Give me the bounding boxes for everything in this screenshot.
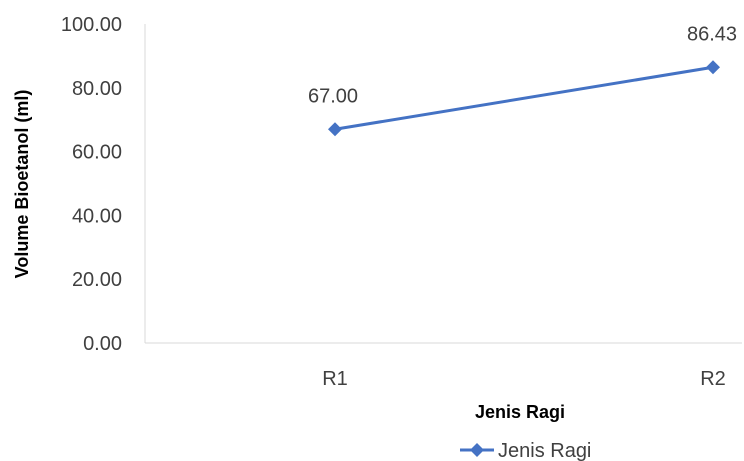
legend-marker-diamond — [470, 443, 484, 457]
data-label: 67.00 — [308, 85, 358, 107]
y-tick-labels: 0.00 20.00 40.00 60.00 80.00 100.00 — [61, 14, 122, 355]
y-axis-title: Volume Bioetanol (ml) — [12, 90, 32, 279]
legend: Jenis Ragi — [460, 440, 591, 461]
data-point-marker — [328, 122, 342, 137]
data-point-marker — [706, 60, 720, 75]
data-label: 86.43 — [687, 23, 737, 45]
series-group — [328, 60, 720, 137]
x-axis-title: Jenis Ragi — [475, 402, 565, 422]
y-tick-label: 100.00 — [61, 14, 122, 36]
y-tick-label: 0.00 — [83, 333, 122, 355]
y-tick-label: 80.00 — [72, 78, 122, 100]
x-tick-label: R1 — [322, 368, 348, 390]
x-tick-label: R2 — [700, 368, 726, 390]
y-tick-label: 60.00 — [72, 142, 122, 164]
data-labels: 67.00 86.43 — [308, 23, 737, 107]
legend-label: Jenis Ragi — [498, 440, 591, 461]
series-line — [334, 65, 714, 131]
y-tick-label: 20.00 — [72, 269, 122, 291]
y-tick-label: 40.00 — [72, 205, 122, 227]
x-tick-labels: R1 R2 — [322, 368, 726, 390]
